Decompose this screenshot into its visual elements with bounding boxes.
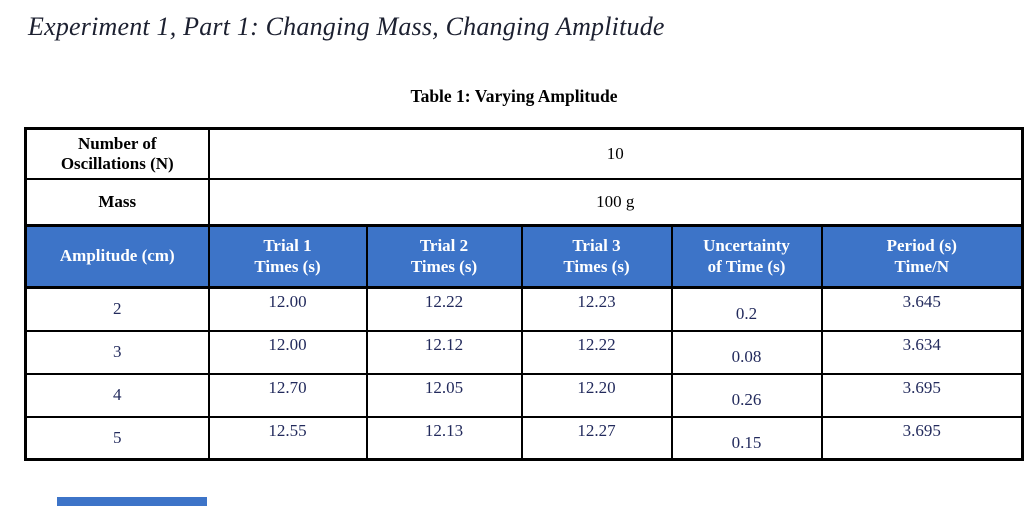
trial2-cell: 12.12 [365, 329, 523, 375]
header-trial1-line2: Times (s) [254, 256, 321, 276]
trial1-cell: 12.00 [207, 329, 368, 375]
table-row: 5 12.55 12.13 12.27 0.15 3.695 [24, 415, 1024, 461]
header-amplitude: Amplitude (cm) [24, 224, 210, 289]
amplitude-cell: 5 [24, 415, 210, 461]
trial3-cell: 12.22 [520, 329, 673, 375]
uncertainty-cell: 0.2 [670, 286, 823, 332]
mass-row: Mass 100 g [24, 177, 1024, 227]
header-trial1-line1: Trial 1 [263, 236, 312, 256]
table-row: 4 12.70 12.05 12.20 0.26 3.695 [24, 372, 1024, 418]
trial2-cell: 12.05 [365, 372, 523, 418]
header-period-line2: Time/N [894, 256, 949, 276]
trial3-cell: 12.20 [520, 372, 673, 418]
header-trial2-line2: Times (s) [410, 256, 478, 276]
amplitude-cell: 3 [24, 329, 210, 375]
uncertainty-cell: 0.15 [670, 415, 823, 461]
mass-label-cell: Mass [24, 177, 210, 227]
period-cell: 3.695 [820, 372, 1024, 418]
table-caption: Table 1: Varying Amplitude [410, 86, 618, 106]
trial3-cell: 12.27 [520, 415, 673, 461]
table-row: 2 12.00 12.22 12.23 0.2 3.645 [24, 286, 1024, 332]
trial1-cell: 12.55 [207, 415, 368, 461]
period-cell: 3.634 [820, 329, 1024, 375]
header-trial3-line1: Trial 3 [572, 236, 621, 256]
header-trial3-line2: Times (s) [563, 256, 630, 276]
trial1-cell: 12.00 [207, 286, 368, 332]
table-row: 3 12.00 12.12 12.22 0.08 3.634 [24, 329, 1024, 375]
trial2-cell: 12.13 [365, 415, 523, 461]
table-header-row: Amplitude (cm) Trial 1 Times (s) Trial 2… [24, 224, 1024, 289]
oscillations-label-cell: Number of Oscillations (N) [24, 127, 210, 180]
mass-value-cell: 100 g [207, 177, 1024, 227]
trial2-cell: 12.22 [365, 286, 523, 332]
cropped-next-table-header-sliver [57, 497, 207, 506]
header-uncertainty: Uncertainty of Time (s) [670, 224, 823, 289]
oscillations-row: Number of Oscillations (N) 10 [24, 127, 1024, 180]
header-uncertainty-line1: Uncertainty [703, 236, 790, 256]
uncertainty-cell: 0.26 [670, 372, 823, 418]
varying-amplitude-table: Number of Oscillations (N) 10 Mass 100 g… [24, 127, 1025, 461]
header-trial1: Trial 1 Times (s) [207, 224, 368, 289]
header-trial3: Trial 3 Times (s) [520, 224, 673, 289]
header-trial2: Trial 2 Times (s) [365, 224, 523, 289]
uncertainty-cell: 0.08 [670, 329, 823, 375]
period-cell: 3.645 [820, 286, 1024, 332]
trial1-cell: 12.70 [207, 372, 368, 418]
header-period-line1: Period (s) [886, 236, 957, 256]
amplitude-cell: 4 [24, 372, 210, 418]
oscillations-label-line1: Number of [77, 133, 157, 153]
period-cell: 3.695 [820, 415, 1024, 461]
header-period: Period (s) Time/N [820, 224, 1024, 289]
oscillations-value-cell: 10 [207, 127, 1024, 180]
header-uncertainty-line2: of Time (s) [707, 256, 786, 276]
header-trial2-line1: Trial 2 [419, 236, 469, 256]
amplitude-cell: 2 [24, 286, 210, 332]
trial3-cell: 12.23 [520, 286, 673, 332]
experiment-title: Experiment 1, Part 1: Changing Mass, Cha… [28, 12, 665, 41]
oscillations-label-line2: Oscillations (N) [60, 153, 174, 173]
